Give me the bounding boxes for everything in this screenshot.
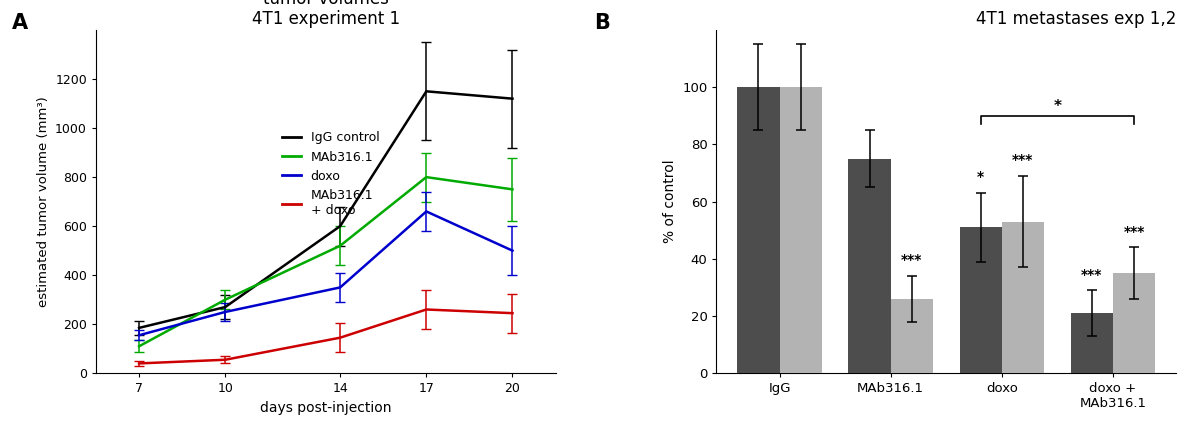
Text: A: A	[12, 13, 28, 33]
Bar	[848, 159, 890, 373]
Text: ***: ***	[1012, 153, 1033, 167]
Y-axis label: estimated tumor volume (mm³): estimated tumor volume (mm³)	[36, 96, 49, 307]
Bar	[1070, 313, 1112, 373]
X-axis label: days post-injection: days post-injection	[260, 401, 391, 415]
Text: ***: ***	[901, 254, 923, 267]
Y-axis label: % of control: % of control	[662, 160, 677, 243]
Bar	[780, 87, 822, 373]
Text: *: *	[977, 170, 984, 184]
Bar	[890, 299, 932, 373]
Text: B: B	[594, 13, 610, 33]
Bar	[960, 227, 1002, 373]
Text: ***: ***	[1123, 225, 1145, 239]
Bar	[1002, 222, 1044, 373]
Bar	[737, 87, 780, 373]
Text: *: *	[1054, 100, 1061, 115]
Text: 4T1 metastases exp 1,2: 4T1 metastases exp 1,2	[976, 10, 1176, 28]
Text: ***: ***	[1081, 268, 1103, 282]
Bar	[1112, 273, 1156, 373]
Legend: IgG control, MAb316.1, doxo, MAb316.1
+ doxo: IgG control, MAb316.1, doxo, MAb316.1 + …	[277, 126, 384, 222]
Title: tumor volumes
4T1 experiment 1: tumor volumes 4T1 experiment 1	[252, 0, 400, 28]
